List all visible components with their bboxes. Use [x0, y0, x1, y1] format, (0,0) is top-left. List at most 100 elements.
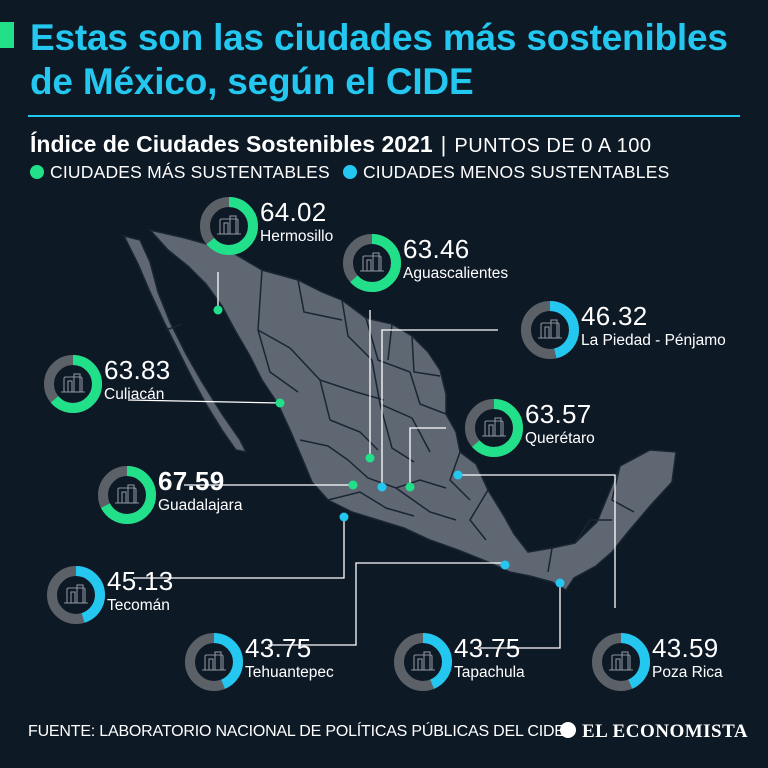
- city-label-la-piedad-penjamo: 46.32 La Piedad - Pénjamo: [581, 301, 726, 350]
- city-name: Poza Rica: [652, 664, 723, 681]
- brand-name: EL ECONOMISTA: [582, 721, 749, 742]
- building-icon: [538, 319, 562, 339]
- city-label-hermosillo: 64.02 Hermosillo: [260, 197, 333, 246]
- connector-poza-rica: [458, 474, 616, 608]
- marker-tapachula: [555, 578, 565, 588]
- donut-aguascalientes: [343, 234, 401, 292]
- connector-culiacan: [127, 399, 281, 404]
- city-value: 46.32: [581, 301, 648, 331]
- donut-fill: [465, 399, 523, 457]
- subtitle-units: PUNTOS DE 0 A 100: [454, 135, 652, 157]
- map-shapes: [122, 228, 677, 591]
- building-icon: [411, 651, 435, 671]
- marker-la-piedad-penjamo: [377, 482, 387, 492]
- connector-lines: [127, 272, 616, 649]
- city-name: Culiacán: [104, 386, 165, 403]
- city-value: 64.02: [260, 197, 327, 227]
- legend: CIUDADES MÁS SUSTENTABLES CIUDADES MENOS…: [30, 161, 677, 183]
- subtitle-separator: |: [440, 132, 447, 157]
- city-value: 43.59: [652, 633, 719, 663]
- connector-la-piedad-penjamo: [381, 329, 498, 487]
- donut-tehuantepec: [185, 633, 243, 691]
- mainland-shape: [147, 228, 677, 591]
- donut-hole: [603, 644, 639, 680]
- city-label-queretaro: 63.57 Querétaro: [525, 399, 595, 448]
- donut-hole: [58, 577, 94, 613]
- city-value: 45.13: [107, 566, 174, 596]
- city-name: Aguascalientes: [403, 265, 509, 282]
- city-value: 67.59: [158, 466, 225, 496]
- marker-queretaro: [405, 482, 415, 492]
- city-label-tecoman: 45.13 Tecomán: [107, 566, 174, 615]
- donut-hole: [196, 644, 232, 680]
- donut-charts: [44, 197, 650, 691]
- donut-fill: [592, 633, 650, 691]
- subtitle: Índice de Ciudades Sostenibles 2021 | PUNT…: [30, 131, 652, 159]
- donut-hole: [109, 477, 145, 513]
- city-label-guadalajara: 67.59 Guadalajara: [158, 466, 242, 515]
- source-footer: FUENTE: LABORATORIO NACIONAL DE POLÍTICA…: [28, 723, 565, 740]
- title-divider: [28, 115, 740, 117]
- city-name: Querétaro: [525, 430, 595, 447]
- city-value: 43.75: [454, 633, 521, 663]
- building-icon: [202, 651, 226, 671]
- donut-queretaro: [465, 399, 523, 457]
- legend-dot-green: [30, 165, 44, 179]
- city-name: La Piedad - Pénjamo: [581, 332, 726, 349]
- city-label-aguascalientes: 63.46 Aguascalientes: [403, 234, 508, 283]
- city-label-tapachula: 43.75 Tapachula: [454, 633, 525, 682]
- donut-fill: [521, 301, 579, 359]
- marker-tehuantepec: [500, 560, 510, 570]
- legend-label-less: CIUDADES MENOS SUSTENTABLES: [362, 162, 670, 182]
- donut-la-piedad-penjamo: [521, 301, 579, 359]
- legend-dot-blue: [342, 165, 357, 179]
- donut-hole: [405, 644, 441, 680]
- connector-tapachula: [480, 583, 561, 649]
- city-name: Tecomán: [107, 597, 170, 614]
- city-label-tehuantepec: 43.75 Tehuantepec: [245, 633, 334, 682]
- city-value: 63.57: [525, 399, 592, 429]
- baja-california-shape: [122, 234, 248, 454]
- title-accent-bar: [0, 22, 14, 48]
- building-icon: [115, 484, 139, 504]
- city-name: Tehuantepec: [245, 664, 334, 681]
- marker-hermosillo: [213, 305, 223, 315]
- brand-mark-icon: [560, 722, 576, 738]
- building-icon: [217, 215, 241, 235]
- building-icon: [609, 651, 633, 671]
- donut-fill: [343, 234, 401, 292]
- donut-fill: [47, 566, 105, 624]
- marker-tecoman: [339, 512, 349, 522]
- city-name: Hermosillo: [260, 228, 334, 245]
- city-markers: [213, 305, 565, 588]
- donut-fill: [44, 355, 102, 413]
- donut-tapachula: [394, 633, 452, 691]
- city-value: 63.83: [104, 355, 171, 385]
- city-name: Guadalajara: [158, 497, 243, 514]
- building-icon: [482, 417, 506, 437]
- marker-aguascalientes: [365, 453, 375, 463]
- city-label-culiacan: 63.83 Culiacán: [104, 355, 171, 404]
- donut-fill: [185, 633, 243, 691]
- donut-tecoman: [47, 566, 105, 624]
- page-title: Estas son las ciudades más sostenibles d…: [30, 17, 728, 102]
- state-borders: [257, 269, 635, 573]
- city-name: Tapachula: [454, 664, 525, 681]
- donut-fill: [98, 466, 156, 524]
- donut-culiacan: [44, 355, 102, 413]
- donut-poza-rica: [592, 633, 650, 691]
- donut-hole: [354, 245, 390, 281]
- building-icon: [360, 252, 384, 272]
- connector-tecoman: [133, 517, 345, 579]
- subtitle-main: Índice de Ciudades Sostenibles 2021: [30, 131, 433, 157]
- baja-divider: [165, 323, 183, 331]
- donut-hole: [55, 366, 91, 402]
- building-icon: [64, 584, 88, 604]
- marker-poza-rica: [453, 470, 463, 480]
- legend-item-less: CIUDADES MENOS SUSTENTABLES: [342, 162, 670, 182]
- city-value: 63.46: [403, 234, 470, 264]
- donut-hermosillo: [200, 197, 258, 255]
- donut-fill: [394, 633, 452, 691]
